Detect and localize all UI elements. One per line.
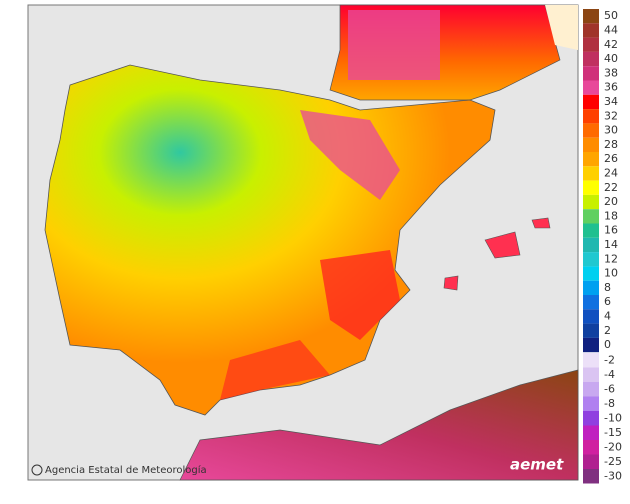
legend-label: 20: [604, 195, 618, 208]
legend-swatch: [583, 411, 599, 426]
legend-label: -30: [604, 469, 622, 482]
legend-swatch: [583, 166, 599, 181]
legend-swatch: [583, 94, 599, 110]
legend-label: 50: [604, 9, 618, 22]
legend-label: -20: [604, 440, 622, 453]
legend-label: -15: [604, 426, 622, 439]
legend-swatch: [583, 425, 599, 440]
legend-label: 44: [604, 23, 618, 36]
legend-swatch: [583, 80, 599, 95]
legend-label: 22: [604, 181, 618, 194]
legend-label: -25: [604, 455, 622, 468]
legend-swatch: [583, 280, 599, 295]
legend-label: 8: [604, 281, 611, 294]
legend-label: 18: [604, 209, 618, 222]
legend-swatch: [583, 295, 599, 310]
legend-swatch: [583, 223, 599, 238]
legend-label: -2: [604, 353, 615, 366]
legend-label: 34: [604, 95, 618, 108]
logo: aemet: [510, 456, 564, 474]
credit-icon: [31, 464, 43, 476]
legend-swatch: [583, 454, 599, 469]
legend-label: -4: [604, 368, 615, 381]
legend-label: 10: [604, 267, 618, 280]
legend-label: 2: [604, 324, 611, 337]
legend-label: 14: [604, 238, 618, 251]
legend-label: -8: [604, 397, 615, 410]
legend-swatch: [583, 237, 599, 253]
legend-swatch: [583, 367, 599, 382]
legend-label: 36: [604, 81, 618, 94]
legend-swatch: [583, 266, 599, 281]
legend-swatch: [583, 180, 599, 195]
legend-label: 42: [604, 38, 618, 51]
legend-label: 40: [604, 52, 618, 65]
legend-swatch: [583, 252, 599, 267]
credit: Agencia Estatal de Meteorología: [45, 464, 207, 476]
map: [44, 4, 579, 481]
legend-swatch: [583, 309, 599, 324]
legend-swatch: [583, 209, 599, 224]
legend-swatch: [583, 66, 599, 81]
legend-swatch: [583, 9, 599, 24]
legend-label: 26: [604, 152, 618, 165]
legend-swatch: [583, 469, 599, 484]
legend-label: 0: [604, 338, 611, 351]
legend-label: 12: [604, 252, 618, 265]
legend-label: -10: [604, 411, 622, 424]
legend-label: 28: [604, 138, 618, 151]
legend-label: -6: [604, 382, 615, 395]
legend-label: 30: [604, 124, 618, 137]
legend-label: 38: [604, 66, 618, 79]
legend-label: 6: [604, 295, 611, 308]
legend: 5044424038363432302826242220181614121086…: [583, 9, 622, 484]
legend-swatch: [583, 109, 599, 124]
legend-swatch: [583, 37, 599, 52]
legend-swatch: [583, 137, 599, 152]
legend-swatch: [583, 382, 599, 397]
legend-swatch: [583, 353, 599, 368]
legend-label: 32: [604, 109, 618, 122]
legend-label: 16: [604, 224, 618, 237]
legend-swatch: [583, 337, 599, 353]
legend-swatch: [583, 194, 599, 210]
legend-swatch: [583, 23, 599, 38]
legend-label: 4: [604, 309, 611, 322]
legend-swatch: [583, 123, 599, 138]
legend-swatch: [583, 396, 599, 411]
legend-label: 24: [604, 166, 618, 179]
legend-swatch: [583, 440, 599, 455]
legend-swatch: [583, 323, 599, 338]
legend-swatch: [583, 152, 599, 167]
legend-swatch: [583, 51, 599, 67]
